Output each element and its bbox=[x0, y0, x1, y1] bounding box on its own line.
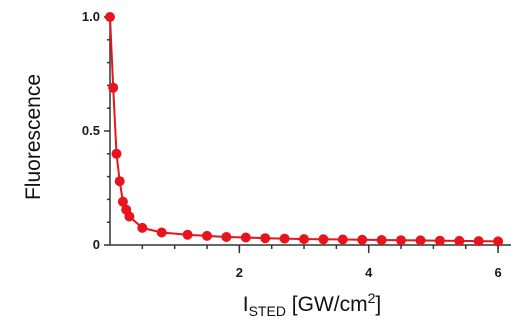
data-point bbox=[376, 235, 387, 245]
x-axis-title-subscript: STED bbox=[249, 303, 286, 319]
data-point bbox=[260, 233, 271, 244]
x-axis-title-unit: [GW/cm bbox=[286, 293, 368, 316]
data-point bbox=[396, 235, 406, 246]
x-axis-title-unit-superscript: 2 bbox=[368, 290, 376, 306]
x-tick-label: 4 bbox=[365, 265, 373, 280]
data-point bbox=[156, 227, 167, 238]
data-point bbox=[111, 148, 122, 159]
data-point bbox=[415, 235, 426, 246]
data-point bbox=[114, 176, 125, 187]
data-point bbox=[240, 232, 251, 243]
data-point bbox=[473, 236, 484, 247]
axis-tick-labels: 2 4 6 0 0.5 1.0 bbox=[82, 9, 502, 280]
x-tick-label: 6 bbox=[494, 265, 501, 280]
y-axis-title: Fluorescence bbox=[22, 74, 45, 200]
data-point bbox=[493, 236, 504, 247]
data-point bbox=[124, 211, 135, 222]
x-axis-title-main: I bbox=[243, 293, 249, 316]
data-point bbox=[299, 234, 309, 245]
data-point bbox=[108, 82, 119, 93]
data-point bbox=[202, 230, 212, 241]
x-axis-title-unit-close: ] bbox=[375, 293, 381, 316]
data-point bbox=[337, 234, 348, 245]
series-line bbox=[109, 16, 499, 243]
y-tick-label: 1.0 bbox=[82, 9, 100, 24]
x-axis-title: ISTED [GW/cm2] bbox=[243, 290, 381, 319]
data-point bbox=[454, 235, 465, 246]
data-point bbox=[137, 222, 148, 233]
data-point bbox=[357, 234, 368, 245]
data-point bbox=[279, 233, 290, 244]
axis-ticks bbox=[104, 16, 499, 253]
series-markers bbox=[105, 12, 504, 247]
y-tick-label: 0 bbox=[93, 237, 100, 252]
y-tick-label: 0.5 bbox=[82, 123, 100, 138]
data-point bbox=[434, 235, 445, 246]
x-tick-label: 2 bbox=[236, 265, 243, 280]
data-point bbox=[221, 232, 232, 242]
data-point bbox=[117, 196, 128, 207]
data-point bbox=[182, 229, 193, 240]
data-point bbox=[105, 12, 115, 22]
data-point bbox=[318, 234, 329, 245]
